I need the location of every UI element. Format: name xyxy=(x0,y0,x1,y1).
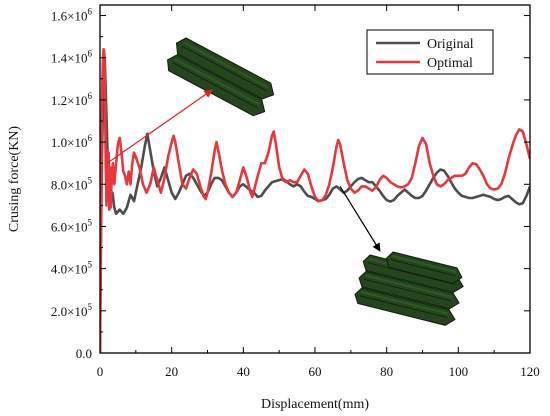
x-axis-title: Displacement(mm) xyxy=(261,397,369,412)
optimal-tube-arrow xyxy=(106,89,213,164)
legend-box xyxy=(366,29,494,75)
y-tick-label: 8.0×105 xyxy=(51,175,93,192)
optimal-tube-illustration xyxy=(167,37,275,117)
legend: Original Optimal xyxy=(366,29,494,75)
x-tick-label: 20 xyxy=(165,364,178,379)
series-line-original xyxy=(100,56,530,353)
y-axis-title: Crusing force(KN) xyxy=(7,126,22,232)
ticks-layer: 0 20 40 60 80 100 120 0.0 2.0×105 4.0×105 6.0×105 8… xyxy=(51,5,540,379)
y-tick-label: 0.0 xyxy=(76,346,92,361)
x-tick-label: 60 xyxy=(309,364,322,379)
x-tick-label: 80 xyxy=(380,364,393,379)
series-line-optimal xyxy=(100,48,530,353)
x-tick-label: 40 xyxy=(237,364,250,379)
y-tick-label: 1.0×106 xyxy=(51,133,93,150)
legend-label-original: Original xyxy=(427,37,474,52)
y-tick-label: 6.0×105 xyxy=(51,217,93,234)
y-tick-label: 1.6×106 xyxy=(51,7,93,24)
x-tick-label: 100 xyxy=(449,364,469,379)
x-tick-label: 0 xyxy=(97,364,104,379)
series-layer xyxy=(100,48,530,353)
x-tick-label: 120 xyxy=(520,364,540,379)
y-tick-label: 1.2×106 xyxy=(51,91,93,108)
y-tick-label: 1.4×106 xyxy=(51,49,93,66)
original-tube-illustration xyxy=(354,251,464,326)
y-tick-label: 4.0×105 xyxy=(51,260,93,277)
y-tick-label: 2.0×105 xyxy=(51,302,93,319)
legend-label-optimal: Optimal xyxy=(427,56,473,71)
original-tube-arrow xyxy=(339,186,381,252)
